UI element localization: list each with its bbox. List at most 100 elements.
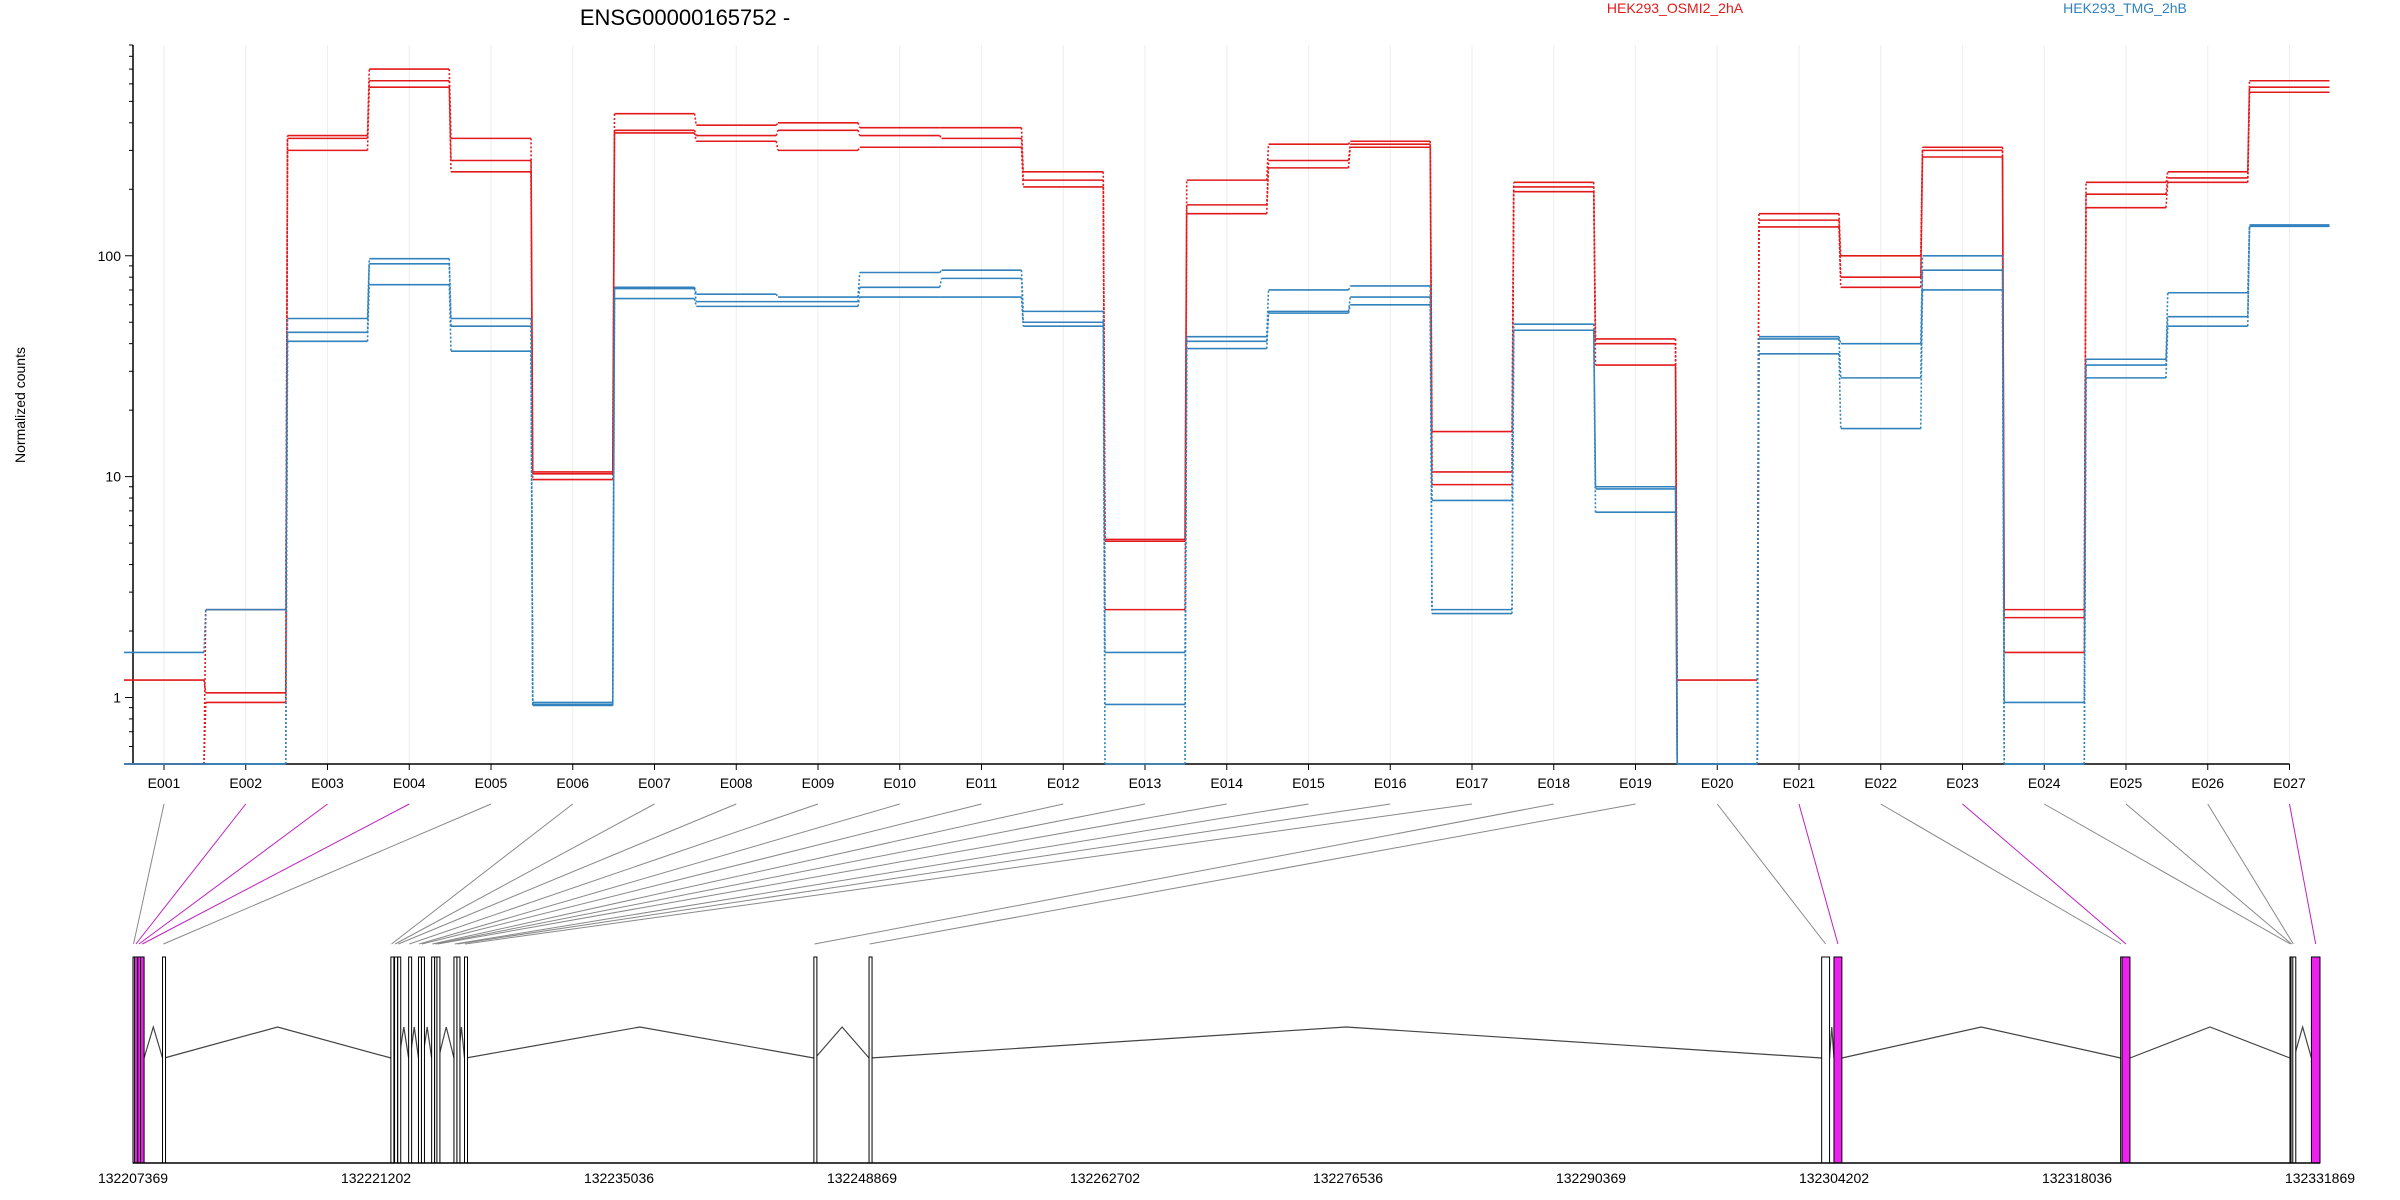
exon-link-line xyxy=(394,803,655,945)
exon-link-line xyxy=(1962,803,2127,945)
series-connector xyxy=(1020,297,1025,327)
series-connector xyxy=(1347,285,1351,291)
series-connector xyxy=(775,122,779,126)
exon-link-line xyxy=(142,803,410,945)
intron-line xyxy=(143,1024,164,1059)
exon-link-line xyxy=(391,803,574,945)
exon-box xyxy=(2121,956,2131,1164)
series-connector xyxy=(1592,324,1597,487)
exon-link-line xyxy=(2044,803,2291,945)
x-tick-label: E011 xyxy=(966,775,998,791)
series-connector xyxy=(448,80,452,161)
exon-link-line xyxy=(138,803,328,945)
series-connector xyxy=(530,171,534,480)
series-connector xyxy=(775,293,779,298)
series-connector xyxy=(284,318,289,610)
series-connector xyxy=(2083,359,2087,703)
exon-link-line xyxy=(869,803,1636,945)
x-tick-label: E006 xyxy=(556,775,589,791)
series-connector xyxy=(1838,338,1842,378)
exon-box xyxy=(133,956,138,1164)
series-connector xyxy=(1347,304,1352,314)
series-connector xyxy=(938,278,943,288)
series-connector xyxy=(1265,289,1270,337)
exon-link-line xyxy=(398,803,737,945)
x-tick-label: E019 xyxy=(1619,775,1652,791)
series-connector xyxy=(1511,186,1515,472)
series-connector xyxy=(1347,296,1352,312)
x-tick-label: E026 xyxy=(2191,775,2224,791)
series-connector xyxy=(857,122,861,128)
exon-link-line xyxy=(814,803,1554,945)
series-connector xyxy=(693,132,698,142)
series-connector xyxy=(775,130,779,136)
genomic-tick-label: 132235036 xyxy=(584,1170,654,1186)
genomic-tick-label: 132276536 xyxy=(1313,1170,1383,1186)
series-connector xyxy=(284,341,289,765)
series-connector xyxy=(693,287,698,295)
series-connector xyxy=(1919,156,1924,288)
exon-link-line xyxy=(437,803,1227,945)
y-tick-label: 1 xyxy=(113,690,121,706)
exon-link-line xyxy=(2207,803,2294,945)
series-connector xyxy=(1184,348,1188,765)
series-connector xyxy=(2246,226,2251,327)
x-tick-label: E023 xyxy=(1946,775,1979,791)
series-connector xyxy=(366,87,371,151)
y-tick-label: 10 xyxy=(105,469,121,485)
x-tick-label: E024 xyxy=(2028,775,2061,791)
exon-box xyxy=(397,956,402,1164)
series-connector xyxy=(857,130,861,136)
series-connector xyxy=(2001,289,2006,765)
x-tick-label: E002 xyxy=(229,775,262,791)
x-tick-label: E013 xyxy=(1129,775,1162,791)
x-tick-label: E005 xyxy=(475,775,508,791)
exon-link-line xyxy=(465,803,1473,945)
exon-box xyxy=(2310,956,2321,1164)
series-connector xyxy=(448,284,452,352)
exon-link-line xyxy=(2125,803,2292,945)
intron-line xyxy=(2293,1024,2312,1059)
series-connector xyxy=(1347,144,1352,161)
exon-link-line xyxy=(409,803,819,945)
exon-box xyxy=(463,956,468,1164)
series-connector xyxy=(1020,147,1025,187)
exon-box xyxy=(420,956,425,1164)
series-connector xyxy=(775,141,779,151)
x-tick-label: E025 xyxy=(2110,775,2143,791)
x-tick-label: E004 xyxy=(393,775,426,791)
x-tick-label: E014 xyxy=(1210,775,1243,791)
intron-line xyxy=(2129,1026,2291,1059)
series-connector xyxy=(693,130,698,136)
exon-box xyxy=(394,956,399,1164)
exon-link-line xyxy=(432,803,1064,945)
exon-box xyxy=(436,956,441,1164)
x-tick-label: E020 xyxy=(1701,775,1734,791)
series-connector xyxy=(1265,144,1270,181)
exon-box xyxy=(456,956,461,1164)
exon-link-line xyxy=(457,803,1391,945)
y-tick-label: 100 xyxy=(98,248,122,264)
series-connector xyxy=(1511,330,1515,614)
exon-box xyxy=(140,956,145,1164)
genomic-tick-label: 132331869 xyxy=(2285,1170,2355,1186)
exon-link-line xyxy=(421,803,982,945)
x-tick-label: E010 xyxy=(883,775,916,791)
exon-link-line xyxy=(133,803,165,945)
intron-line xyxy=(465,1026,814,1059)
x-tick-label: E007 xyxy=(638,775,671,791)
series-connector xyxy=(857,296,861,307)
x-tick-label: E003 xyxy=(311,775,344,791)
x-tick-label: E021 xyxy=(1783,775,1816,791)
legend-label-tmg: HEK293_TMG_2hB xyxy=(2063,0,2187,16)
x-tick-label: E018 xyxy=(1537,775,1570,791)
series-connector xyxy=(2165,292,2169,360)
legend-label-osmi: HEK293_OSMI2_2hA xyxy=(1607,0,1744,16)
x-tick-label: E022 xyxy=(1864,775,1897,791)
series-connector xyxy=(2083,377,2087,765)
y-axis-label: Normalized counts xyxy=(12,347,28,463)
series-connector xyxy=(530,351,534,706)
exon-link-line xyxy=(1798,803,1839,945)
series-connector xyxy=(1919,150,1924,278)
